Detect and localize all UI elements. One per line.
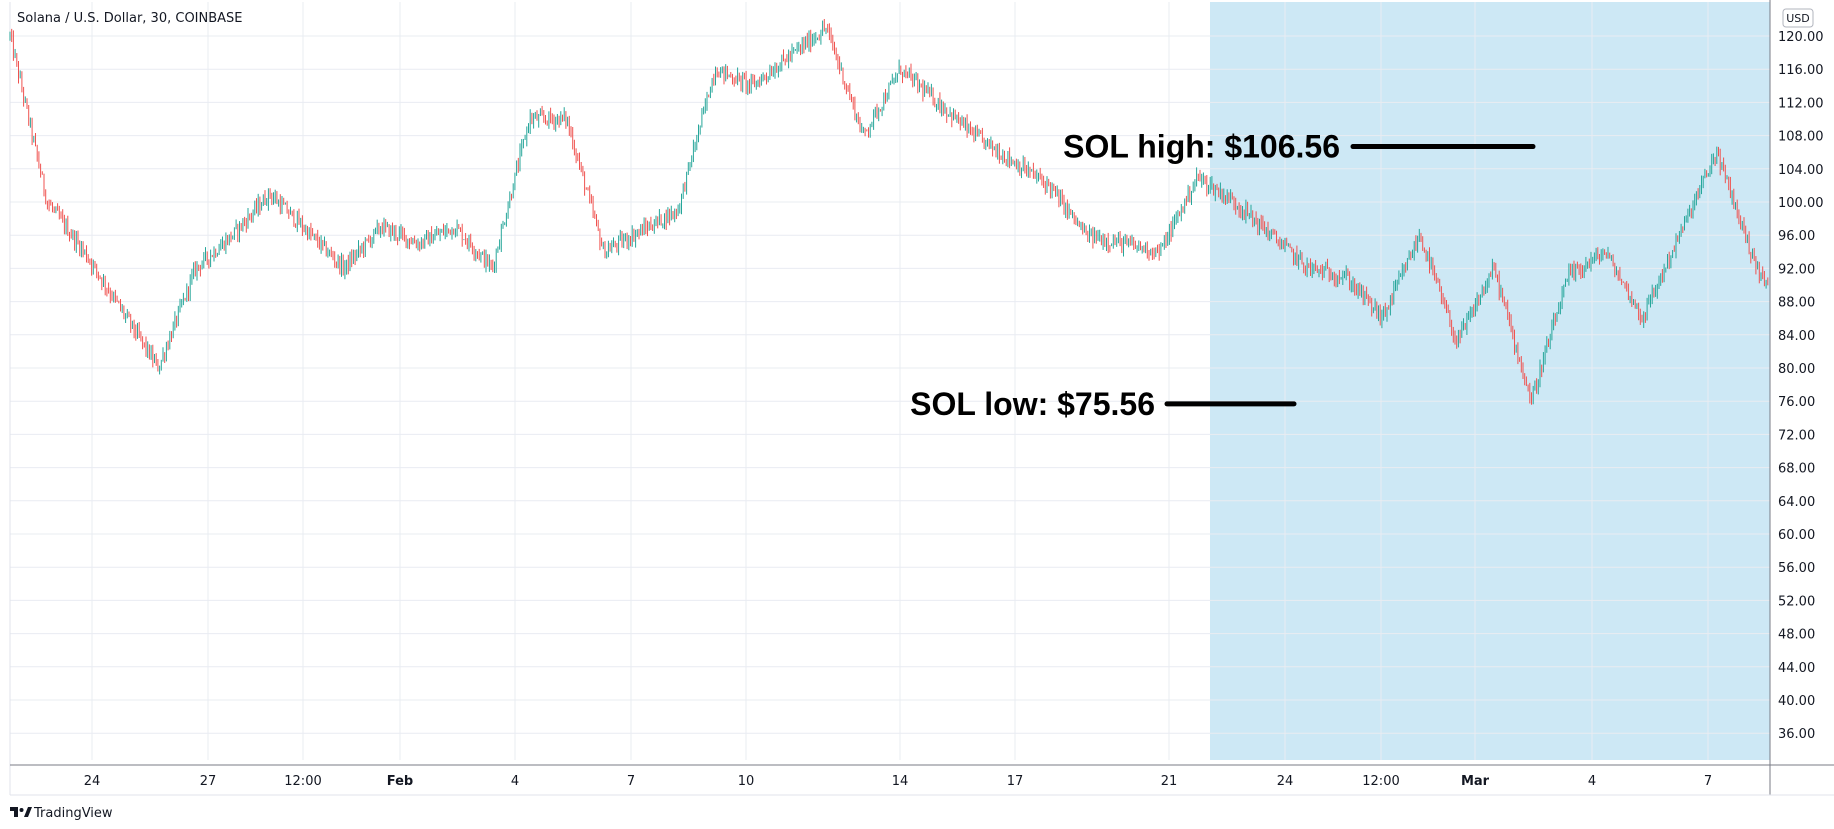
y-tick-label: 52.00 — [1778, 594, 1815, 609]
x-tick-label: 24 — [1277, 774, 1294, 789]
y-tick-label: 120.00 — [1778, 30, 1824, 45]
y-tick-label: 56.00 — [1778, 561, 1815, 576]
grid-lines — [9, 2, 1770, 795]
y-tick-label: 80.00 — [1778, 362, 1815, 377]
y-tick-label: 96.00 — [1778, 229, 1815, 244]
tradingview-logo[interactable]: TradingView — [10, 806, 113, 821]
x-tick-label: 27 — [200, 774, 217, 789]
y-tick-label: 68.00 — [1778, 462, 1815, 477]
x-tick-label: 17 — [1007, 774, 1024, 789]
y-tick-label: 88.00 — [1778, 296, 1815, 311]
time-axis[interactable]: 24 27 12:00 Feb 4 7 10 14 17 21 24 12:00 Mar 4 7 — [10, 764, 1834, 796]
low-annotation-label: SOL low: $75.56 — [910, 386, 1155, 422]
annotations: SOL high: $106.56 SOL low: $75.56 — [910, 129, 1536, 422]
currency-badge[interactable]: USD — [1782, 8, 1814, 28]
y-tick-label: 116.00 — [1778, 63, 1824, 78]
x-tick-label: 12:00 — [284, 774, 321, 789]
y-tick-label: 84.00 — [1778, 329, 1815, 344]
highlighted-period — [1210, 2, 1770, 760]
y-tick-label: 92.00 — [1778, 262, 1815, 277]
x-tick-label: 21 — [1161, 774, 1178, 789]
x-tick-label: Mar — [1461, 774, 1490, 789]
symbol-title: Solana / U.S. Dollar, 30, COINBASE — [17, 11, 243, 26]
price-axis[interactable]: 120.00 116.00 112.00 108.00 104.00 100.00 96.0… — [1769, 0, 1824, 795]
x-tick-label: 12:00 — [1362, 774, 1399, 789]
y-tick-label: 44.00 — [1778, 661, 1815, 676]
tradingview-brand: TradingView — [33, 806, 113, 821]
tradingview-logo-icon — [10, 807, 32, 817]
y-tick-label: 40.00 — [1778, 694, 1815, 709]
x-tick-label: 24 — [84, 774, 101, 789]
y-tick-label: 36.00 — [1778, 727, 1815, 742]
y-tick-label: 48.00 — [1778, 628, 1815, 643]
y-tick-label: 112.00 — [1778, 96, 1824, 111]
x-tick-label: Feb — [387, 774, 413, 789]
x-tick-label: 4 — [511, 774, 519, 789]
y-tick-label: 76.00 — [1778, 395, 1815, 410]
y-tick-label: 64.00 — [1778, 495, 1815, 510]
y-tick-label: 60.00 — [1778, 528, 1815, 543]
candlestick-series — [9, 19, 1769, 405]
x-tick-label: 7 — [1704, 774, 1712, 789]
y-tick-label: 100.00 — [1778, 196, 1824, 211]
high-annotation-label: SOL high: $106.56 — [1063, 129, 1340, 165]
x-tick-label: 10 — [738, 774, 755, 789]
x-tick-label: 7 — [627, 774, 635, 789]
y-tick-label: 104.00 — [1778, 163, 1824, 178]
y-tick-label: 108.00 — [1778, 130, 1824, 145]
y-tick-label: 72.00 — [1778, 428, 1815, 443]
x-tick-label: 4 — [1588, 774, 1596, 789]
x-tick-label: 14 — [892, 774, 909, 789]
currency-label: USD — [1786, 12, 1810, 25]
